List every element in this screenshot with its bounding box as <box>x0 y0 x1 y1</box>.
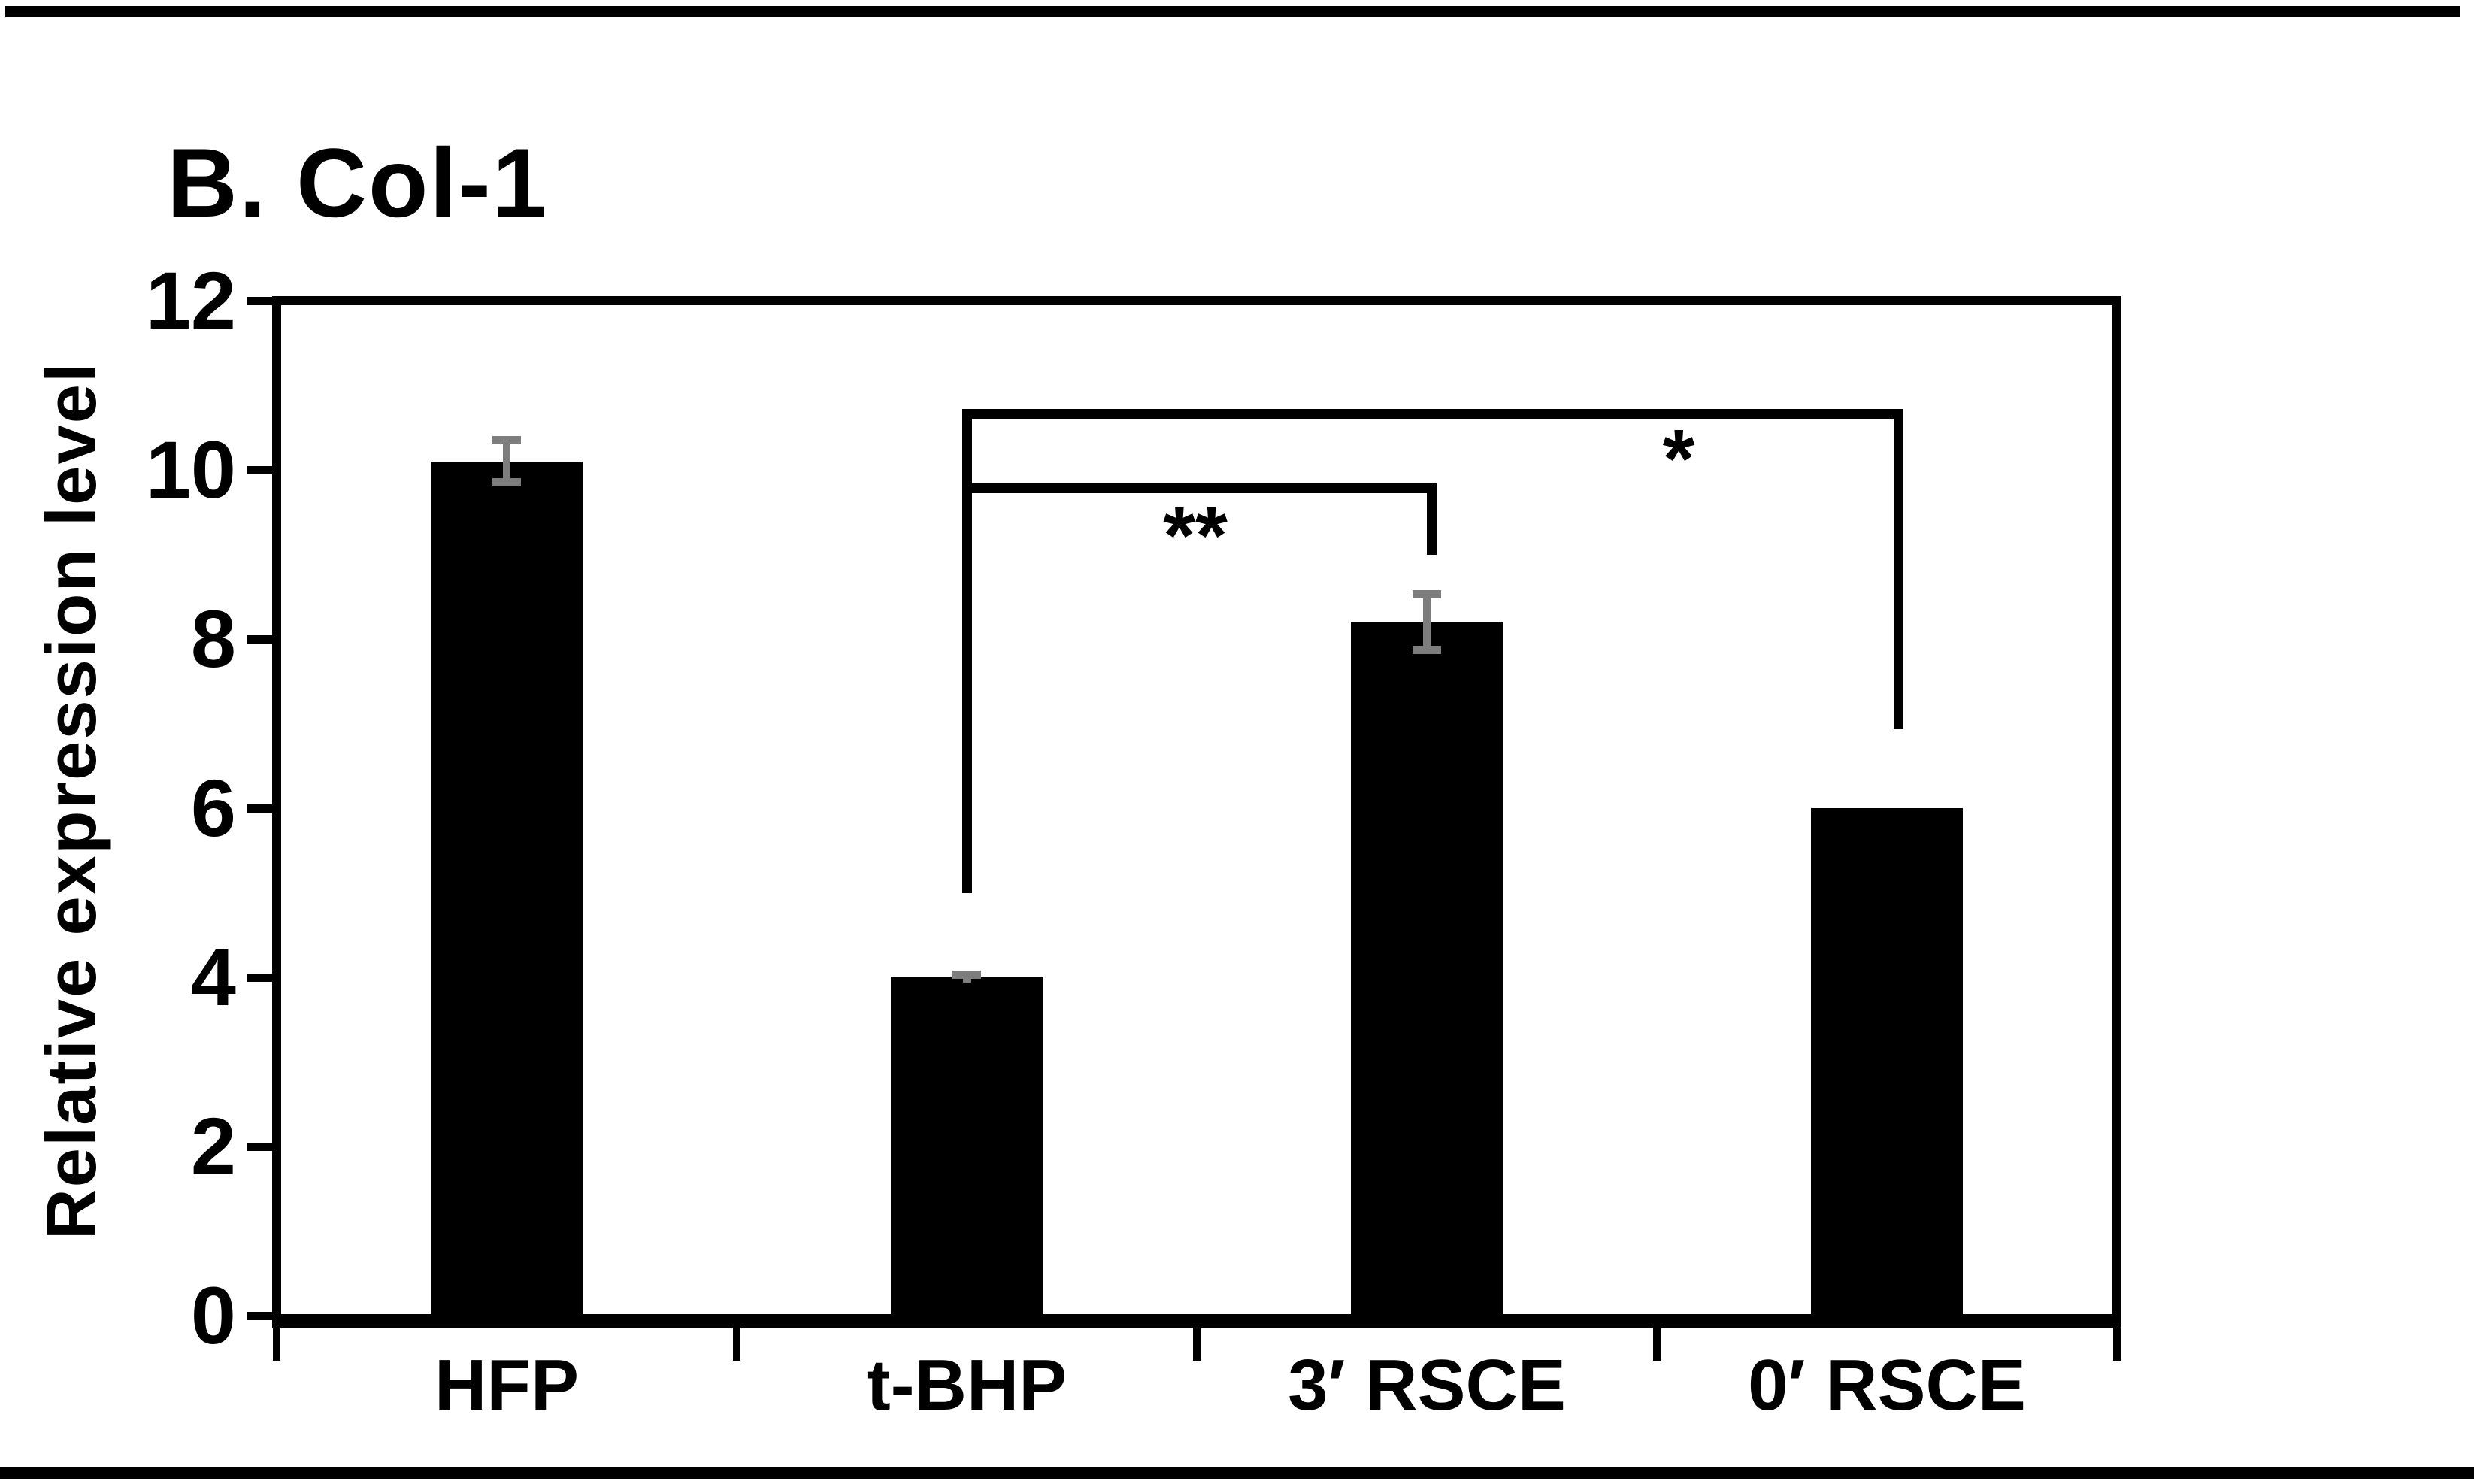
significance-bracket-line <box>962 483 1437 493</box>
bottom-border-bar <box>0 1467 2474 1479</box>
top-border-bar <box>5 6 2460 17</box>
y-axis-tick <box>247 297 274 305</box>
y-tick-label: 8 <box>190 593 236 684</box>
y-axis-tick <box>247 1143 274 1151</box>
bar-3-RSCE <box>1351 622 1503 1314</box>
bar-0-RSCE <box>1811 808 1963 1314</box>
error-bar-stem <box>503 438 510 486</box>
y-tick-label: 4 <box>190 931 236 1022</box>
x-category-label: 3′ RSCE <box>1288 1345 1566 1425</box>
significance-label: * <box>1662 413 1695 505</box>
error-bar-cap-top <box>492 436 521 445</box>
y-tick-label: 10 <box>145 424 236 515</box>
y-tick-label: 2 <box>190 1101 236 1192</box>
x-axis-tick <box>1193 1322 1201 1361</box>
y-tick-label: 12 <box>145 255 236 346</box>
x-category-label: t-BHP <box>866 1345 1067 1425</box>
error-bar-cap-top <box>1413 590 1441 598</box>
error-bar-stem <box>1423 592 1431 653</box>
y-tick-label: 6 <box>190 762 236 853</box>
y-tick-label: 0 <box>190 1270 236 1361</box>
x-category-label: HFP <box>435 1345 579 1425</box>
y-axis-tick <box>247 804 274 813</box>
x-axis-tick <box>2113 1322 2121 1361</box>
y-axis-tick <box>247 635 274 644</box>
x-axis-tick <box>1653 1322 1661 1361</box>
y-axis-tick <box>247 1312 274 1320</box>
error-bar-cap-bottom <box>1413 646 1441 654</box>
significance-bracket-drop-right <box>1894 409 1903 730</box>
error-bar-cap-top <box>952 971 981 980</box>
significance-label: ** <box>1163 489 1228 582</box>
x-category-label: 0′ RSCE <box>1748 1345 2026 1425</box>
significance-bracket-drop-right <box>1427 483 1437 555</box>
significance-bracket-line <box>962 409 1903 419</box>
y-axis-tick <box>247 974 274 982</box>
panel-title: B. Col-1 <box>167 128 549 238</box>
x-axis-tick <box>273 1322 280 1361</box>
x-axis-tick <box>733 1322 740 1361</box>
error-bar-cap-bottom <box>492 478 521 487</box>
significance-bracket-drop-left <box>962 409 972 893</box>
y-axis-tick <box>247 466 274 474</box>
bar-t-BHP <box>891 977 1043 1314</box>
bar-HFP <box>431 461 583 1314</box>
